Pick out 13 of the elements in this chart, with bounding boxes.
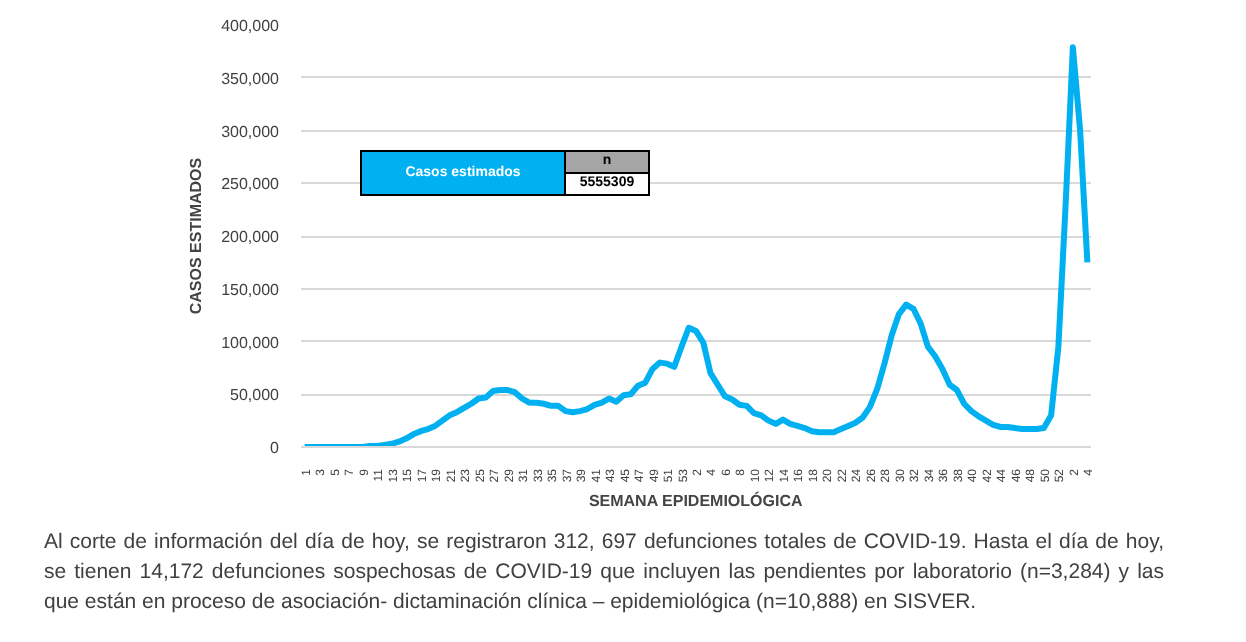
- text: Al corte de información del día de hoy, se registraron 312, 697 defunciones totales de COVID-19. Hasta el día de hoy, se tienen 14,172 defunciones sospechosas de COVID-19 que incluyen las pendientes por laboratorio (n=3,284) y las que están en proceso de asociación- dictaminación clínica – epidemiológica (n=10,888) en SISVER.: [44, 528, 1164, 619]
- y-tick-label: 350,000: [221, 69, 281, 88]
- y-tick-label: 400,000: [221, 17, 281, 35]
- y-axis-title: CASOS ESTIMADOS: [187, 156, 206, 315]
- y-tick-label: 150,000: [221, 280, 281, 299]
- y-tick-label: 0: [270, 439, 281, 457]
- y-tick-label: 200,000: [221, 228, 281, 246]
- x-axis-title: SEMANA EPIDEMIOLÓGICA: [588, 490, 803, 511]
- y-tick-label: 300,000: [221, 122, 281, 141]
- y-tick-label: 50,000: [230, 386, 281, 405]
- line-series: [301, 44, 1091, 447]
- y-tick-label: 250,000: [221, 175, 281, 194]
- y-tick-label: 100,000: [221, 333, 281, 352]
